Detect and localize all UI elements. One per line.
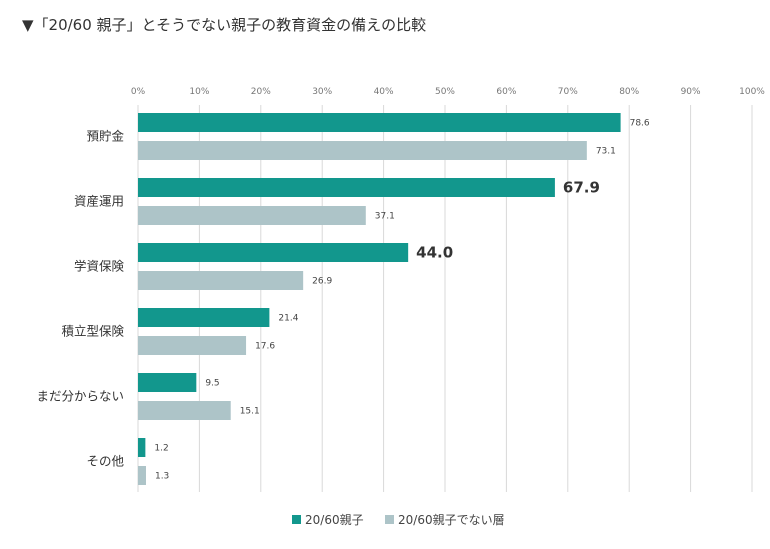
category-label: 預貯金 xyxy=(86,129,124,144)
category-label: まだ分からない xyxy=(36,389,124,404)
x-tick-label: 70% xyxy=(558,87,578,97)
bar xyxy=(138,243,409,262)
legend-label: 20/60親子でない層 xyxy=(398,513,505,527)
bar xyxy=(138,206,366,225)
bar xyxy=(138,336,247,355)
x-tick-label: 10% xyxy=(189,87,209,97)
data-label: 37.1 xyxy=(375,212,395,222)
legend-label: 20/60親子 xyxy=(305,513,364,527)
x-tick-label: 0% xyxy=(131,87,146,97)
x-tick-label: 80% xyxy=(619,87,639,97)
chart-title: ▼「20/60 親子」とそうでない親子の教育資金の備えの比較 xyxy=(22,16,427,34)
x-tick-label: 90% xyxy=(681,87,701,97)
bar xyxy=(138,373,197,392)
data-label: 21.4 xyxy=(278,314,298,324)
data-label: 67.9 xyxy=(563,179,600,197)
legend-swatch xyxy=(292,515,301,524)
data-label: 1.2 xyxy=(154,444,168,454)
data-label: 78.6 xyxy=(630,119,650,129)
data-label: 44.0 xyxy=(416,244,453,262)
x-tick-label: 20% xyxy=(251,87,271,97)
data-label: 15.1 xyxy=(240,407,260,417)
bar xyxy=(138,178,555,197)
data-label: 1.3 xyxy=(155,472,169,482)
x-tick-label: 50% xyxy=(435,87,455,97)
category-label: 積立型保険 xyxy=(61,324,124,339)
bar xyxy=(138,401,231,420)
category-label: その他 xyxy=(86,454,124,469)
bar xyxy=(138,141,587,160)
bar xyxy=(138,466,146,485)
data-label: 9.5 xyxy=(205,379,219,389)
bar xyxy=(138,113,621,132)
bar xyxy=(138,271,304,290)
data-label: 26.9 xyxy=(312,277,332,287)
x-tick-label: 30% xyxy=(312,87,332,97)
legend-swatch xyxy=(385,515,394,524)
data-label: 17.6 xyxy=(255,342,275,352)
bar xyxy=(138,438,146,457)
category-label: 学資保険 xyxy=(74,259,125,274)
category-label: 資産運用 xyxy=(74,194,124,209)
x-tick-label: 100% xyxy=(739,87,765,97)
x-tick-label: 40% xyxy=(374,87,394,97)
x-tick-label: 60% xyxy=(496,87,516,97)
bar xyxy=(138,308,270,327)
data-label: 73.1 xyxy=(596,147,616,157)
